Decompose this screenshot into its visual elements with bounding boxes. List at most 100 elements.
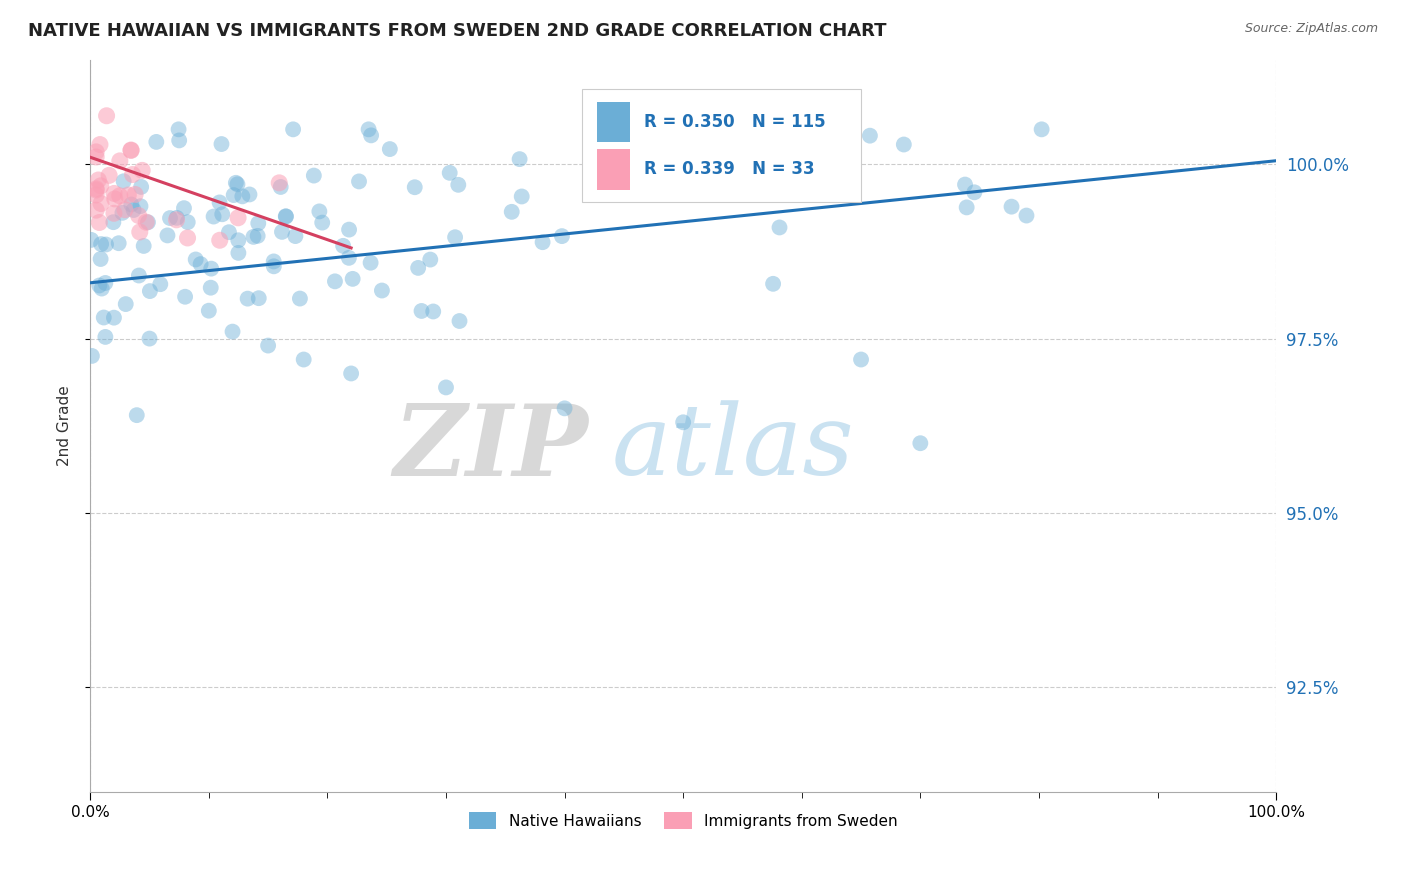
Point xyxy=(129,180,152,194)
Point xyxy=(103,310,125,325)
Point xyxy=(156,228,179,243)
Point xyxy=(139,284,162,298)
Point xyxy=(132,239,155,253)
Point xyxy=(190,257,212,271)
Point xyxy=(202,210,225,224)
Point xyxy=(89,137,111,152)
Point xyxy=(90,178,112,193)
Point xyxy=(910,436,932,450)
Point xyxy=(84,182,107,196)
Point xyxy=(120,197,142,211)
Point xyxy=(124,187,146,202)
Point xyxy=(332,239,354,253)
Point xyxy=(274,209,297,223)
Point xyxy=(222,188,245,202)
Point xyxy=(90,281,112,295)
Point xyxy=(87,173,110,187)
Point xyxy=(117,188,139,202)
Point xyxy=(225,176,247,190)
Point xyxy=(274,210,297,224)
Point xyxy=(103,186,125,201)
Point xyxy=(439,166,461,180)
Point xyxy=(167,122,190,136)
Point xyxy=(337,222,360,236)
Point xyxy=(311,216,333,230)
Bar xyxy=(596,149,630,190)
Point xyxy=(288,292,311,306)
Point xyxy=(208,233,231,247)
Point xyxy=(218,225,240,239)
Point xyxy=(411,304,433,318)
Point xyxy=(228,246,250,260)
Point xyxy=(449,314,471,328)
Point xyxy=(96,109,118,123)
Point xyxy=(221,325,243,339)
Point xyxy=(200,281,222,295)
Point xyxy=(231,189,253,203)
Point xyxy=(510,189,533,203)
Point xyxy=(211,136,233,151)
Point xyxy=(551,229,574,244)
Point xyxy=(131,163,153,178)
Point xyxy=(859,128,882,143)
Point xyxy=(98,169,121,183)
Text: atlas: atlas xyxy=(612,401,855,495)
Point xyxy=(111,206,134,220)
Point xyxy=(554,401,576,416)
Point xyxy=(90,196,112,211)
Point xyxy=(136,215,159,229)
Text: R = 0.339   N = 33: R = 0.339 N = 33 xyxy=(644,161,814,178)
Point xyxy=(581,185,603,199)
Point xyxy=(90,237,112,252)
Point xyxy=(80,233,103,247)
Point xyxy=(337,251,360,265)
Point xyxy=(347,174,370,188)
Point xyxy=(107,236,129,251)
Point xyxy=(257,338,280,352)
Point xyxy=(281,122,304,136)
Point xyxy=(308,204,330,219)
Point xyxy=(114,202,136,217)
Point xyxy=(378,142,401,156)
Point xyxy=(360,256,382,270)
Point xyxy=(269,176,291,190)
Text: ZIP: ZIP xyxy=(394,400,588,496)
Point xyxy=(768,220,790,235)
Text: NATIVE HAWAIIAN VS IMMIGRANTS FROM SWEDEN 2ND GRADE CORRELATION CHART: NATIVE HAWAIIAN VS IMMIGRANTS FROM SWEDE… xyxy=(28,22,887,40)
Point xyxy=(419,252,441,267)
Point xyxy=(226,178,249,192)
Point xyxy=(125,408,148,422)
Text: R = 0.350   N = 115: R = 0.350 N = 115 xyxy=(644,113,825,131)
Point xyxy=(509,152,531,166)
Point xyxy=(762,277,785,291)
Point xyxy=(167,133,190,147)
Point xyxy=(120,143,142,157)
Point xyxy=(953,178,976,192)
Point xyxy=(263,254,285,268)
Bar xyxy=(582,89,860,202)
Point xyxy=(122,202,145,217)
Point xyxy=(149,277,172,292)
Point xyxy=(103,215,125,229)
Point xyxy=(371,284,394,298)
Point xyxy=(1031,122,1053,136)
Point xyxy=(340,367,363,381)
Point xyxy=(89,215,111,229)
Point xyxy=(177,215,200,229)
Point xyxy=(121,168,143,182)
Point xyxy=(434,380,457,394)
Point xyxy=(138,332,160,346)
Point xyxy=(94,237,117,252)
Point xyxy=(84,203,107,218)
Point xyxy=(176,231,198,245)
Point xyxy=(80,349,103,363)
Point xyxy=(94,330,117,344)
Point xyxy=(93,310,115,325)
Point xyxy=(84,145,107,159)
Point xyxy=(228,233,250,247)
Point xyxy=(120,144,142,158)
Point xyxy=(208,195,231,210)
Point xyxy=(159,211,181,225)
Point xyxy=(404,180,426,194)
Point xyxy=(108,189,131,203)
